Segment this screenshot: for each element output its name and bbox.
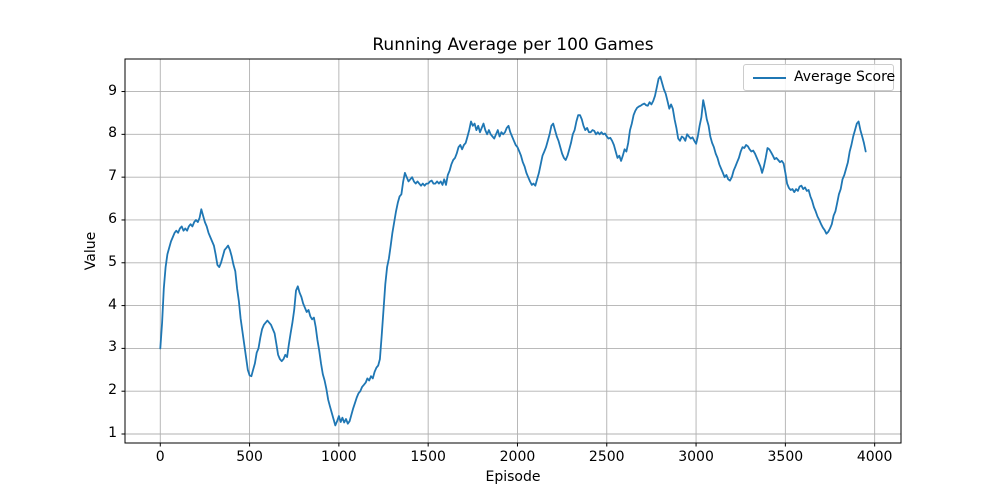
x-tick-label: 1500 [410, 449, 446, 465]
y-tick-label: 4 [108, 296, 117, 313]
x-tick-label: 1000 [321, 449, 357, 465]
x-tick-label: 4000 [856, 449, 893, 465]
y-tick-label: 7 [108, 168, 117, 185]
legend-line-sample [753, 77, 786, 79]
average-score-line [159, 75, 867, 427]
x-tick-label: 0 [155, 449, 165, 465]
x-tick-label: 2000 [499, 449, 536, 465]
x-tick-label: 3500 [767, 449, 804, 465]
chart-title: Running Average per 100 Games [372, 35, 654, 55]
y-tick-label: 9 [108, 82, 117, 99]
legend-label: Average Score [794, 69, 896, 85]
y-tick-label: 2 [108, 382, 117, 399]
x-tick-label: 500 [236, 449, 263, 465]
y-tick-label: 1 [108, 425, 117, 441]
y-tick-label: 6 [108, 210, 117, 227]
x-tick-label: 3000 [678, 449, 714, 465]
axes-frame [124, 58, 902, 444]
legend-box: Average Score [743, 64, 896, 91]
x-tick-label: 2500 [588, 449, 625, 465]
y-tick-label: 8 [108, 125, 117, 142]
grid-lines [125, 59, 901, 443]
axis-tick-marks [121, 91, 876, 447]
x-axis-label: Episode [485, 469, 541, 485]
y-tick-label: 3 [108, 339, 117, 356]
y-tick-label: 5 [108, 253, 117, 270]
